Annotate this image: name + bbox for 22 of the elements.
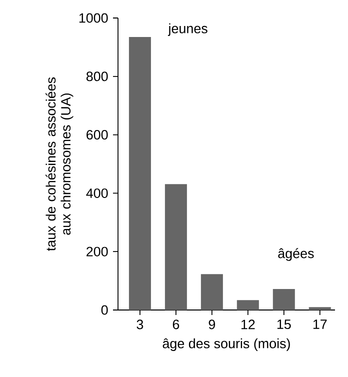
- y-axis-title: taux de cohésines associées aux chromosomes (UA): [46, 77, 74, 251]
- x-tick-label: 17: [313, 320, 327, 329]
- y-tick-label: 200: [86, 246, 108, 256]
- bar: [272, 288, 295, 310]
- bar: [164, 184, 187, 310]
- x-tick-label: 3: [136, 320, 144, 330]
- bar: [308, 307, 331, 310]
- y-tick-label: 1000: [79, 13, 108, 23]
- y-tick-label: 400: [86, 188, 108, 198]
- x-tick-label: 12: [241, 320, 255, 330]
- bar: [236, 300, 259, 310]
- y-tick-label: 600: [86, 130, 108, 140]
- x-tick-label: 15: [277, 320, 291, 330]
- bar: [200, 274, 223, 310]
- y-tick-label: 800: [86, 72, 108, 82]
- x-tick-label: 9: [208, 320, 216, 330]
- annotation: jeunes: [168, 23, 208, 36]
- x-tick-label: 6: [172, 320, 180, 330]
- y-tick-label: 0: [101, 305, 108, 315]
- bar: [128, 36, 151, 310]
- x-axis-title: âge des souris (mois): [162, 338, 290, 351]
- annotation: âgées: [278, 248, 314, 261]
